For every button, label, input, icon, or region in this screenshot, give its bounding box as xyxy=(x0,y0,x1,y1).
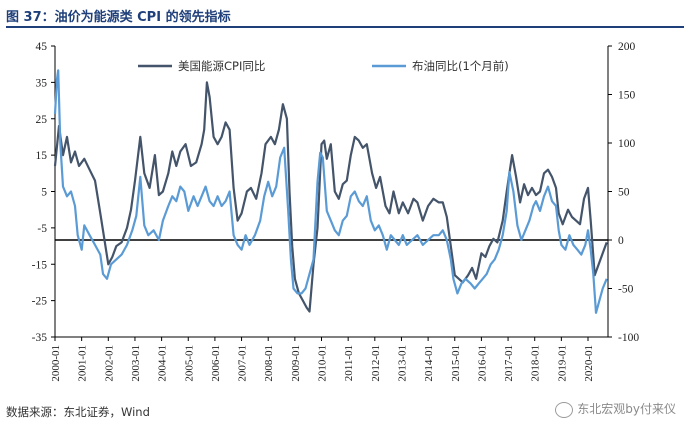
right-tick-label: 200 xyxy=(618,41,636,53)
x-tick-label: 2003-01 xyxy=(130,345,142,382)
x-tick-label: 2011-01 xyxy=(343,345,355,381)
wechat-icon xyxy=(555,401,574,418)
left-tick-label: 45 xyxy=(36,41,48,53)
series-line-brent xyxy=(53,69,608,314)
right-tick-label: 0 xyxy=(618,235,624,247)
x-tick-label: 2000-01 xyxy=(50,345,62,382)
x-tick-label: 2010-01 xyxy=(317,345,329,382)
source-note: 数据来源：东北证券，Wind xyxy=(6,405,150,419)
x-tick-label: 2018-01 xyxy=(530,345,542,382)
x-tick-label: 2009-01 xyxy=(290,345,302,382)
right-tick-label: 150 xyxy=(618,90,636,102)
x-tick-label: 2005-01 xyxy=(183,345,195,382)
x-tick-label: 2015-01 xyxy=(450,345,462,382)
right-tick-label: -100 xyxy=(618,332,639,344)
left-tick-label: 35 xyxy=(36,77,48,89)
x-tick-label: 2013-01 xyxy=(396,345,408,382)
watermark-text: 东北宏观by付来仪 xyxy=(577,402,676,416)
legend-label: 美国能源CPI同比 xyxy=(178,59,265,73)
series-line-energy-cpi xyxy=(53,81,608,313)
left-tick-label: -5 xyxy=(37,223,47,235)
x-tick-label: 2008-01 xyxy=(263,345,275,382)
x-tick-label: 2016-01 xyxy=(476,345,488,382)
x-tick-label: 2020-01 xyxy=(583,345,595,382)
right-tick-label: -50 xyxy=(618,284,634,296)
left-tick-label: -15 xyxy=(32,259,48,271)
x-tick-label: 2006-01 xyxy=(210,345,222,382)
axes: 45 35 25 15 5 -5 -15 -25 -35 200 150 100 50 0 -50 -100 2… xyxy=(32,41,640,382)
legend-label: 布油同比(1个月前) xyxy=(412,59,509,73)
left-tick-label: 5 xyxy=(41,187,47,199)
x-tick-label: 2019-01 xyxy=(556,345,568,382)
legend: 美国能源CPI同比 布油同比(1个月前) xyxy=(138,59,509,73)
left-tick-label: -35 xyxy=(32,332,48,344)
left-tick-label: -25 xyxy=(32,296,48,308)
x-tick-label: 2012-01 xyxy=(370,345,382,382)
right-tick-label: 50 xyxy=(618,187,630,199)
x-tick-label: 2001-01 xyxy=(77,345,89,382)
x-tick-label: 2017-01 xyxy=(503,345,515,382)
left-tick-label: 15 xyxy=(36,150,48,162)
x-tick-label: 2014-01 xyxy=(423,345,435,382)
x-tick-label: 2007-01 xyxy=(237,345,249,382)
left-tick-label: 25 xyxy=(36,114,48,126)
watermark: 东北宏观by付来仪 xyxy=(555,400,676,418)
right-tick-label: 100 xyxy=(618,138,636,150)
x-tick-label: 2004-01 xyxy=(157,345,169,382)
chart-title: 图 37：油价为能源类 CPI 的领先指标 xyxy=(6,10,231,25)
x-tick-label: 2002-01 xyxy=(103,345,115,382)
series-lines xyxy=(53,69,608,314)
title-underline xyxy=(6,26,684,28)
